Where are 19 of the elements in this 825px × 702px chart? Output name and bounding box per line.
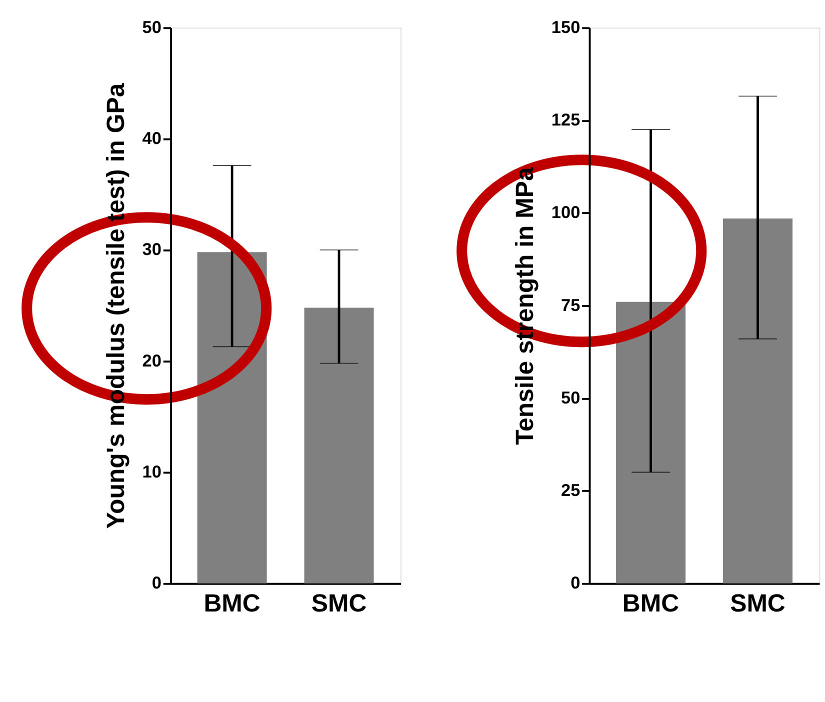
y-tick-label: 25 <box>561 480 581 500</box>
x-tick-label: SMC <box>730 590 786 618</box>
x-tick-label: SMC <box>311 590 367 618</box>
y-tick-label: 0 <box>570 572 580 593</box>
y-tick-label: 50 <box>561 387 580 408</box>
y-tick-label: 20 <box>142 350 162 370</box>
x-tick-label: BMC <box>622 590 680 618</box>
y-tick-label: 50 <box>142 16 162 37</box>
y-axis-title: Tensile strength in MPa <box>511 166 540 445</box>
x-tick-label: BMC <box>204 590 260 618</box>
y-tick-label: 150 <box>551 16 580 37</box>
y-tick-label: 75 <box>561 294 581 315</box>
y-axis-title: Young's modulus (tensile test) in GPa <box>102 82 130 529</box>
y-tick-label: 40 <box>142 128 162 148</box>
y-tick-label: 10 <box>142 462 162 482</box>
y-tick-label: 0 <box>152 572 162 593</box>
y-tick-label: 30 <box>142 239 162 260</box>
y-tick-label: 125 <box>551 110 581 130</box>
y-tick-label: 100 <box>551 202 580 222</box>
